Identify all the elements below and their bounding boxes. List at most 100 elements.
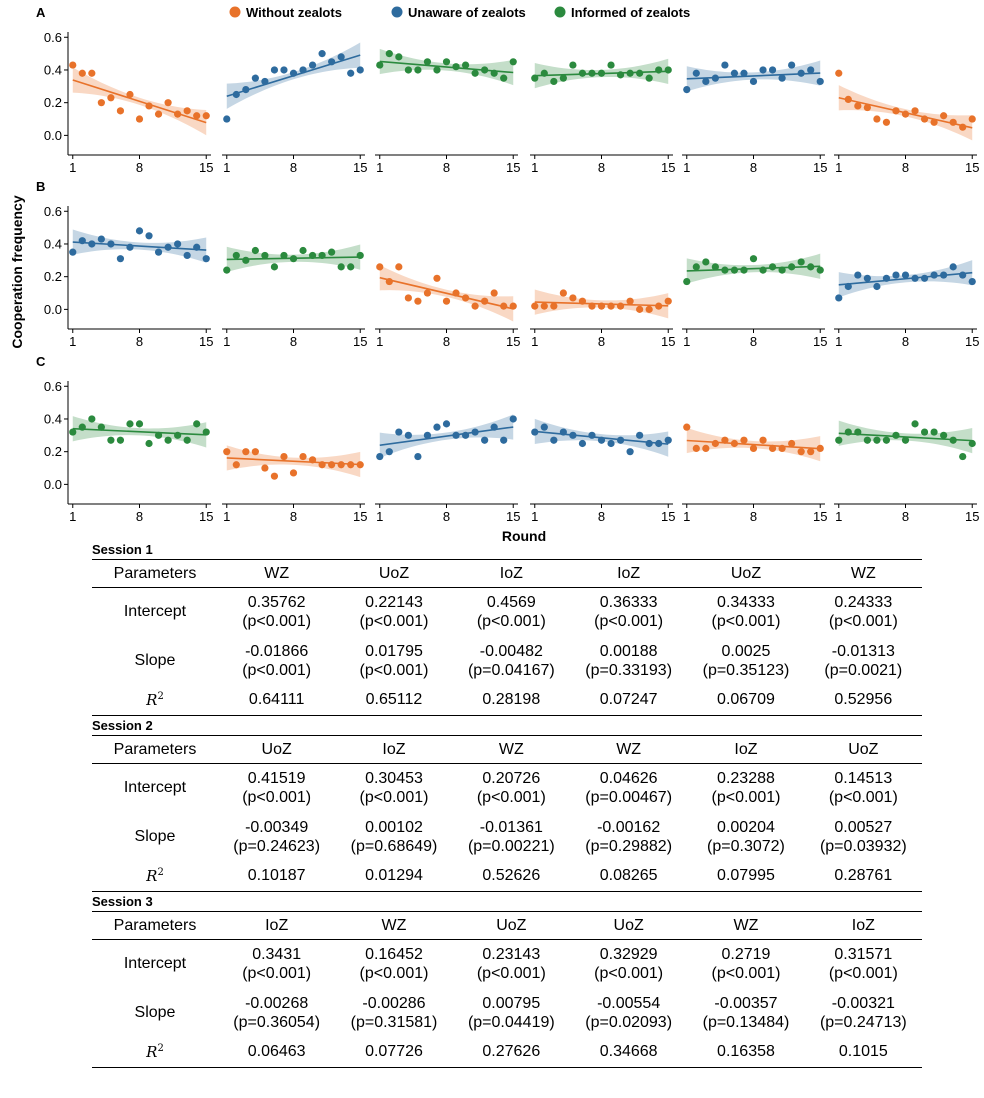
data-point xyxy=(655,439,663,448)
data-point xyxy=(126,90,134,99)
r-squared-value: 0.07247 xyxy=(599,691,658,709)
data-point xyxy=(655,302,663,310)
data-point xyxy=(626,69,634,77)
data-point xyxy=(664,66,672,74)
estimate-value: 0.01795 xyxy=(365,643,423,660)
data-point xyxy=(270,472,279,480)
table-cell: -0.00554 (p=0.02093) xyxy=(570,989,687,1038)
data-point xyxy=(490,289,498,297)
x-tick-label: 1 xyxy=(683,334,690,349)
data-point xyxy=(490,69,498,77)
data-point xyxy=(626,297,634,305)
y-tick-label: 0.0 xyxy=(44,302,62,317)
p-value: (p<0.001) xyxy=(828,613,898,631)
row-label: Slope xyxy=(134,652,176,669)
table-cell: 0.20726 (p<0.001) xyxy=(453,764,570,813)
table-cell: -0.01361 (p=0.00221) xyxy=(453,813,570,862)
estimate-value: 0.00204 xyxy=(717,819,775,836)
data-point xyxy=(559,428,567,436)
r-squared-value: 0.16358 xyxy=(717,1043,775,1061)
data-point xyxy=(280,66,288,74)
p-value: (p<0.001) xyxy=(828,965,898,983)
data-point xyxy=(385,277,393,286)
data-point xyxy=(490,423,498,431)
data-point xyxy=(232,461,240,469)
data-point xyxy=(721,436,729,444)
data-point xyxy=(299,246,307,255)
data-point xyxy=(308,61,317,69)
data-point xyxy=(550,302,558,310)
panel-ioz: 1 8 15 xyxy=(530,58,675,175)
data-point xyxy=(183,436,191,444)
data-point xyxy=(193,420,201,428)
data-point xyxy=(289,69,298,77)
p-value: (p<0.001) xyxy=(711,789,781,807)
p-value: (p<0.001) xyxy=(242,613,312,631)
data-point xyxy=(901,271,910,279)
data-point xyxy=(223,115,231,123)
legend-label: Informed of zealots xyxy=(571,5,690,20)
data-point xyxy=(500,436,508,444)
row-label: C xyxy=(36,354,46,369)
data-point xyxy=(328,461,336,469)
estimate-value: 0.4569 xyxy=(486,594,536,612)
condition-header: IoZ xyxy=(734,740,758,758)
data-point xyxy=(711,439,719,448)
parameters-header: Parameters xyxy=(113,740,197,758)
data-point xyxy=(655,66,663,74)
data-point xyxy=(500,74,508,82)
data-point xyxy=(892,431,900,439)
x-tick-label: 15 xyxy=(813,160,827,175)
slope-row: Slope -0.01866 (p<0.001) 0.01795 (p<0.001) -0… xyxy=(92,637,922,686)
data-point xyxy=(88,240,96,248)
data-point xyxy=(481,297,489,305)
data-point xyxy=(930,118,938,126)
data-point xyxy=(395,263,403,271)
table-cell: 0.00188 (p=0.33193) xyxy=(570,637,687,686)
x-tick-label: 8 xyxy=(902,509,909,524)
x-tick-label: 1 xyxy=(835,160,842,175)
parameters-header: Parameters xyxy=(113,916,197,934)
data-point xyxy=(232,251,240,260)
regression-line xyxy=(686,439,821,450)
data-point xyxy=(597,302,606,310)
y-tick-label: 0.2 xyxy=(44,444,62,459)
estimate-value: 0.30453 xyxy=(365,770,423,788)
data-point xyxy=(135,227,144,235)
data-point xyxy=(318,50,326,58)
data-point xyxy=(433,274,441,282)
x-tick-label: 1 xyxy=(835,334,842,349)
data-point xyxy=(471,69,479,77)
data-point xyxy=(414,297,422,305)
y-tick-label: 0.0 xyxy=(44,128,62,143)
data-point xyxy=(442,58,451,66)
data-point xyxy=(692,263,700,271)
table-cell: -0.00286 (p=0.31581) xyxy=(335,989,452,1038)
p-value: (p<0.001) xyxy=(359,613,429,631)
x-tick-label: 15 xyxy=(661,334,675,349)
data-point xyxy=(145,102,153,110)
p-value: (p=0.33193) xyxy=(585,662,673,679)
data-point xyxy=(607,61,615,69)
table-cell: 0.31571 (p<0.001) xyxy=(805,940,922,989)
x-tick-label: 15 xyxy=(199,334,213,349)
data-point xyxy=(509,58,517,66)
data-point xyxy=(531,302,539,310)
p-value: (p<0.001) xyxy=(828,789,898,807)
x-tick-label: 8 xyxy=(290,334,297,349)
data-point xyxy=(597,436,606,444)
p-value: (p=0.04419) xyxy=(467,1014,555,1031)
data-point xyxy=(414,66,422,74)
table-cell: -0.01313 (p=0.0021) xyxy=(805,637,922,686)
data-point xyxy=(559,74,567,82)
x-tick-label: 15 xyxy=(965,334,979,349)
table-cell: 0.32929 (p<0.001) xyxy=(570,940,687,989)
data-point xyxy=(299,66,307,74)
data-point xyxy=(683,85,691,94)
data-point xyxy=(588,69,596,77)
table-cell: 0.01795 (p<0.001) xyxy=(335,637,452,686)
intercept-row: Intercept 0.3431 (p<0.001) 0.16452 (p<0.001)… xyxy=(92,940,922,989)
data-point xyxy=(251,74,259,82)
p-value: (p<0.001) xyxy=(476,613,546,631)
data-point xyxy=(347,461,355,469)
